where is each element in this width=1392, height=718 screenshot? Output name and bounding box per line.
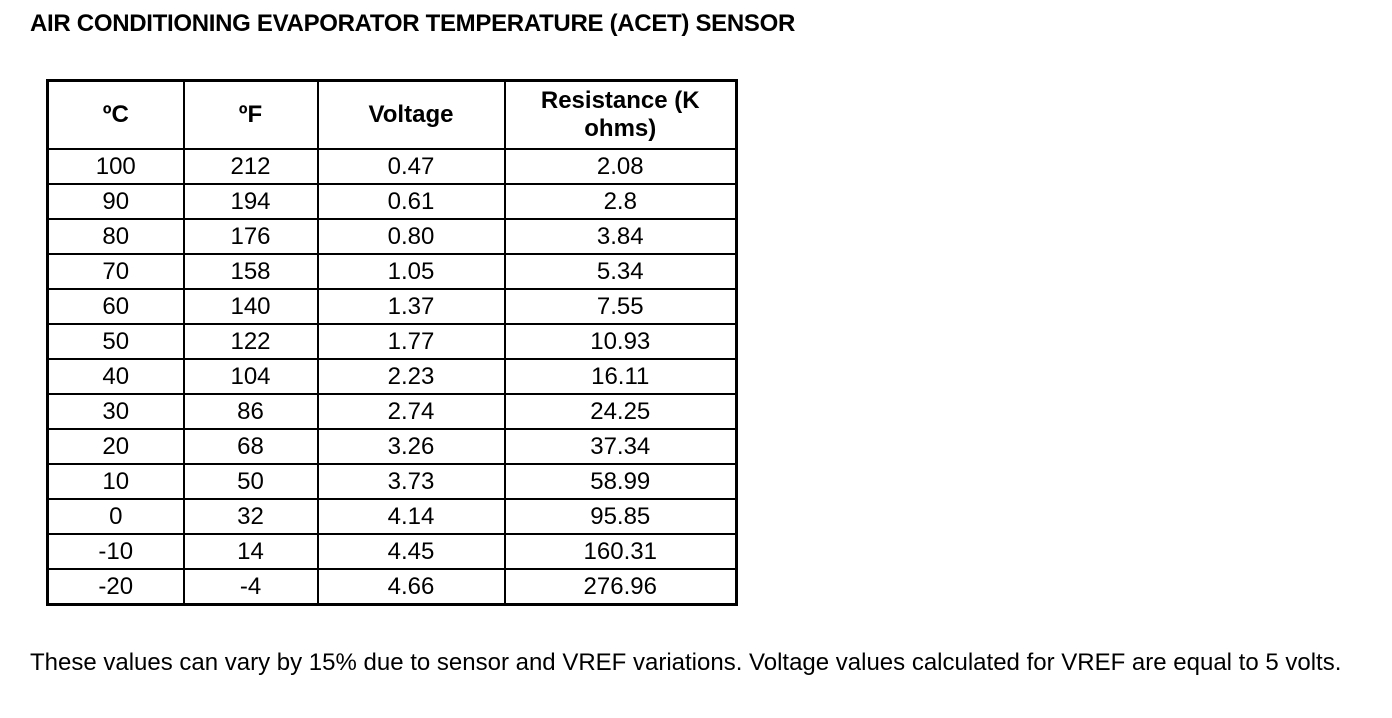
column-header: Resistance (K ohms): [503, 79, 738, 150]
table-cell: 0.47: [316, 148, 506, 185]
table-row: 40 104 2.23 16.11: [46, 358, 738, 395]
table-cell: 4.45: [316, 533, 506, 570]
table-row: 80 176 0.80 3.84: [46, 218, 738, 255]
table-cell: 122: [182, 323, 319, 360]
table-row: 10 50 3.73 58.99: [46, 463, 738, 500]
table-cell: 68: [182, 428, 319, 465]
table-cell: 7.55: [503, 288, 738, 325]
table-cell: 140: [182, 288, 319, 325]
table-cell: 0.80: [316, 218, 506, 255]
column-header: ºC: [46, 79, 185, 150]
table-cell: -20: [46, 568, 185, 606]
table-cell: -10: [46, 533, 185, 570]
table-cell: 10.93: [503, 323, 738, 360]
table-row: 70 158 1.05 5.34: [46, 253, 738, 290]
table-cell: 1.77: [316, 323, 506, 360]
table-cell: 50: [182, 463, 319, 500]
table-cell: 276.96: [503, 568, 738, 606]
table-cell: 160.31: [503, 533, 738, 570]
table-cell: 158: [182, 253, 319, 290]
table-cell: 32: [182, 498, 319, 535]
table-cell: 5.34: [503, 253, 738, 290]
table-cell: 4.14: [316, 498, 506, 535]
table-cell: 50: [46, 323, 185, 360]
table-cell: 100: [46, 148, 185, 185]
table-cell: 70: [46, 253, 185, 290]
table-cell: 20: [46, 428, 185, 465]
table-cell: 212: [182, 148, 319, 185]
table-cell: 3.73: [316, 463, 506, 500]
table-cell: 58.99: [503, 463, 738, 500]
table-cell: 176: [182, 218, 319, 255]
table-cell: 10: [46, 463, 185, 500]
table-cell: 3.26: [316, 428, 506, 465]
table-cell: 4.66: [316, 568, 506, 606]
table-cell: 90: [46, 183, 185, 220]
table-row: 20 68 3.26 37.34: [46, 428, 738, 465]
table-cell: 80: [46, 218, 185, 255]
table-cell: 104: [182, 358, 319, 395]
table-row: -20 -4 4.66 276.96: [46, 568, 738, 606]
table-cell: 194: [182, 183, 319, 220]
table-cell: 0.61: [316, 183, 506, 220]
table-cell: 1.05: [316, 253, 506, 290]
table-body: 100 212 0.47 2.08 90 194 0.61 2.8 80 176 0.80 3.84 7…: [46, 148, 738, 606]
column-header: Voltage: [316, 79, 506, 150]
table-cell: 0: [46, 498, 185, 535]
title: AIR CONDITIONING EVAPORATOR TEMPERATURE …: [30, 10, 796, 37]
table-cell: 86: [182, 393, 319, 430]
table-cell: 3.84: [503, 218, 738, 255]
header-row: ºC ºF Voltage Resistance (K ohms): [46, 79, 738, 150]
table-row: 50 122 1.77 10.93: [46, 323, 738, 360]
column-header: ºF: [182, 79, 319, 150]
table-row: -10 14 4.45 160.31: [46, 533, 738, 570]
sensor-table: ºC ºF Voltage Resistance (K ohms) 100 212 0.4…: [46, 79, 738, 606]
table-row: 60 140 1.37 7.55: [46, 288, 738, 325]
table-cell: 60: [46, 288, 185, 325]
table-cell: 24.25: [503, 393, 738, 430]
table-cell: 1.37: [316, 288, 506, 325]
table-cell: 14: [182, 533, 319, 570]
table-row: 0 32 4.14 95.85: [46, 498, 738, 535]
table-row: 90 194 0.61 2.8: [46, 183, 738, 220]
table-cell: 2.08: [503, 148, 738, 185]
table-cell: 2.8: [503, 183, 738, 220]
table-cell: 2.74: [316, 393, 506, 430]
table-cell: 40: [46, 358, 185, 395]
table-cell: 37.34: [503, 428, 738, 465]
table-row: 30 86 2.74 24.25: [46, 393, 738, 430]
table-cell: 16.11: [503, 358, 738, 395]
table-row: 100 212 0.47 2.08: [46, 148, 738, 185]
table-cell: 95.85: [503, 498, 738, 535]
table-cell: 2.23: [316, 358, 506, 395]
footnote: These values can vary by 15% due to sens…: [30, 649, 1342, 676]
table-cell: -4: [182, 568, 319, 606]
table-cell: 30: [46, 393, 185, 430]
